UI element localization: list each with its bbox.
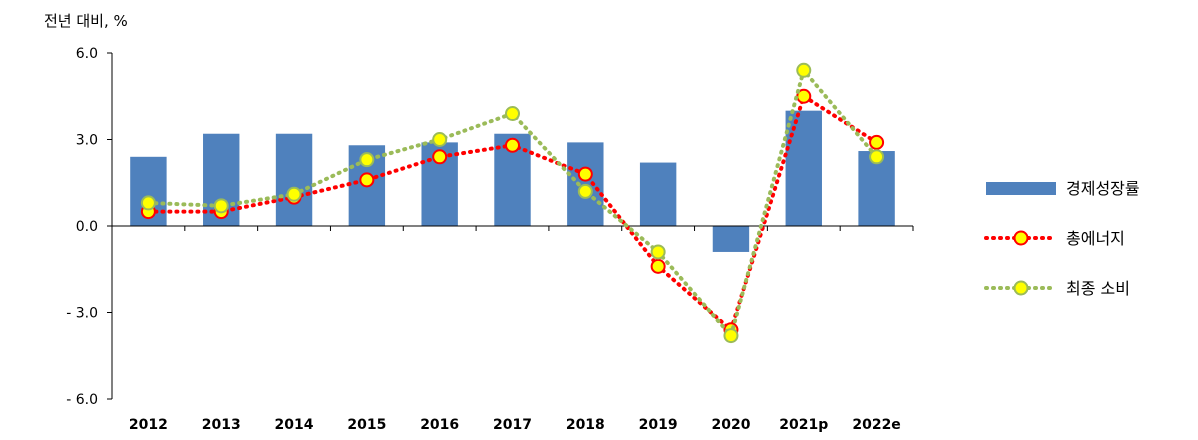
x-tick-label: 2022e [852, 417, 900, 433]
bar-2020 [712, 226, 750, 252]
x-tick-label: 2020 [711, 417, 750, 433]
x-tick-label: 2014 [275, 417, 314, 433]
y-axis-unit-label: 전년 대비, % [44, 12, 128, 30]
bar-series [130, 110, 895, 252]
legend-marker [1013, 230, 1029, 246]
line-series [140, 62, 885, 344]
point-2012 [140, 195, 156, 211]
x-tick-label: 2021p [779, 417, 828, 433]
point-2018 [577, 166, 593, 182]
y-tick-label: 3.0 [76, 133, 98, 149]
legend-label: 경제성장률 [1066, 179, 1140, 198]
bar-2021p [785, 110, 822, 226]
x-tick-label: 2012 [129, 417, 168, 433]
point-2015 [359, 172, 375, 188]
point-2019 [650, 244, 666, 260]
legend-swatch [986, 182, 1056, 195]
legend-item: 총에너지 [984, 229, 1125, 248]
legend-item: 경제성장률 [986, 179, 1140, 198]
legend-item: 최종 소비 [984, 279, 1130, 298]
x-tick-label: 2015 [347, 417, 386, 433]
point-2017 [505, 106, 520, 122]
point-2014 [286, 186, 302, 202]
legend-label: 총에너지 [1066, 229, 1125, 248]
x-tick-label: 2017 [493, 417, 532, 433]
y-tick-label: 0.0 [76, 219, 98, 235]
x-tick-label: 2013 [202, 417, 241, 433]
point-2015 [359, 152, 375, 168]
point-2019 [650, 258, 666, 274]
bar-2014 [275, 133, 313, 226]
x-tick-label: 2019 [639, 417, 678, 433]
axes: 6.0 3.0 0.0 - 3.0 - 6.0 2012 2013 2014 2015 2016 2… [66, 46, 914, 433]
point-2016 [432, 132, 448, 147]
point-2018 [577, 183, 593, 199]
point-2016 [432, 149, 448, 165]
point-2017 [505, 137, 520, 153]
point-2022e [869, 134, 885, 150]
legend-marker [1013, 280, 1029, 296]
point-2021p [796, 62, 812, 78]
y-tick-label: - 6.0 [66, 392, 98, 408]
legend-label: 최종 소비 [1066, 279, 1130, 298]
y-tick-label: - 3.0 [66, 306, 98, 322]
y-tick-label: 6.0 [76, 46, 98, 62]
point-2013 [213, 198, 229, 214]
x-tick-label: 2018 [566, 417, 605, 433]
x-tick-label: 2016 [420, 417, 459, 433]
point-2020 [723, 328, 739, 344]
bar-2019 [639, 162, 677, 226]
point-2022e [869, 149, 885, 165]
